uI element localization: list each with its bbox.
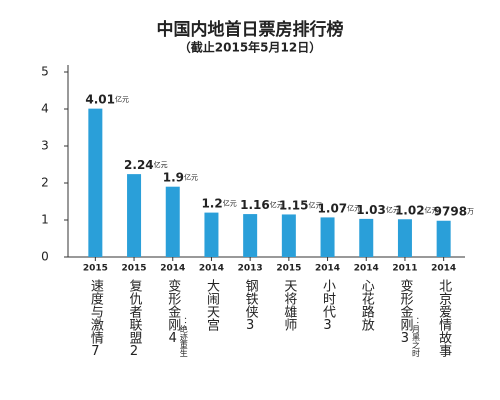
chart-subtitle: （截止2015年5月12日）: [179, 40, 321, 55]
year-label: 2015: [276, 264, 301, 274]
value-label: 1.16亿元: [240, 198, 284, 212]
x-tick-label: 北京爱情故事: [436, 279, 452, 357]
bar: [88, 108, 103, 257]
bar: [320, 217, 335, 257]
x-tick-label: 天将雄师: [281, 279, 297, 331]
bar: [204, 212, 219, 257]
year-label: 2013: [238, 264, 263, 274]
bar: [127, 174, 142, 257]
y-tick-label: 2: [41, 176, 49, 190]
x-tick-label: 钢铁侠3: [243, 279, 259, 333]
bar: [243, 214, 258, 257]
value-label: 9798万: [434, 204, 474, 218]
category-note: ：绝迹重生: [179, 317, 188, 357]
x-tick-label: 速度与激情7: [88, 279, 104, 359]
chart-title: 中国内地首日票房排行榜: [157, 19, 344, 40]
bar: [359, 218, 374, 257]
year-label: 2014: [354, 264, 379, 274]
bar: [165, 186, 180, 257]
value-label: 1.2亿元: [201, 196, 236, 210]
category-note: ：月黑之时: [411, 317, 420, 357]
value-label: 1.03亿元: [356, 202, 400, 216]
y-tick-label: 5: [41, 65, 49, 79]
value-label: 2.24亿元: [124, 158, 168, 172]
x-tick-label: 变形金刚4: [165, 278, 181, 346]
year-label: 2015: [122, 264, 147, 274]
value-label: 1.9亿元: [163, 170, 198, 184]
y-tick-label: 0: [41, 250, 49, 264]
year-label: 2014: [160, 264, 185, 274]
year-label: 2015: [83, 264, 108, 274]
value-label: 1.15亿元: [279, 198, 323, 212]
bar: [397, 219, 412, 257]
bar: [436, 220, 451, 257]
x-tick-label: 心花路放: [359, 279, 375, 332]
y-tick-label: 4: [41, 102, 49, 116]
year-label: 2011: [392, 264, 417, 274]
x-tick-label: 大闹天宫: [204, 279, 220, 331]
x-tick-label: 变形金刚3: [397, 278, 413, 346]
y-tick-label: 1: [41, 213, 49, 227]
value-label: 1.02亿元: [395, 203, 439, 217]
value-label: 1.07亿元: [318, 201, 362, 215]
year-label: 2014: [431, 264, 456, 274]
x-tick-label: 复仇者联盟2: [127, 279, 143, 359]
year-label: 2014: [315, 264, 340, 274]
y-tick-label: 3: [41, 139, 49, 153]
x-tick-label: 小时代3: [320, 279, 336, 333]
year-label: 2014: [199, 264, 224, 274]
bar: [281, 214, 296, 257]
value-label: 4.01亿元: [85, 92, 129, 106]
